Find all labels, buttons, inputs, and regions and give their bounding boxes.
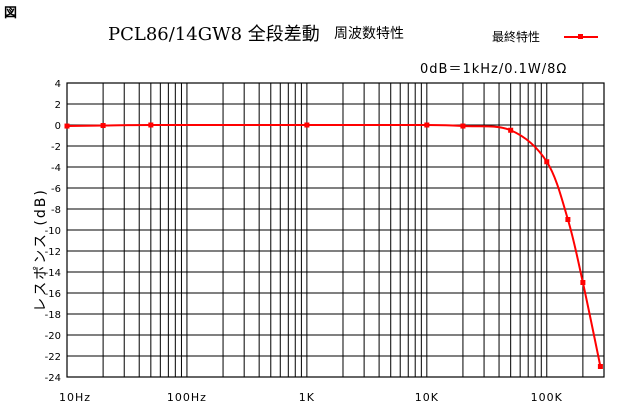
data-point-marker <box>100 123 106 129</box>
grid <box>66 82 605 378</box>
data-point-marker <box>597 364 603 369</box>
y-tick-label: -20 <box>45 331 61 342</box>
data-point-marker <box>64 123 70 129</box>
legend: 最終特性 <box>492 28 598 45</box>
x-tick-label: 100Hz <box>167 391 207 404</box>
x-tick-labels: 10Hz 100Hz 1K 10K 100K <box>59 391 563 404</box>
data-point-marker <box>424 122 430 128</box>
y-tick-label: -8 <box>51 205 61 216</box>
plot-frame <box>66 82 605 378</box>
data-point-marker <box>565 217 571 222</box>
y-tick-label: -14 <box>45 268 61 279</box>
y-tick-label: -6 <box>51 184 61 195</box>
figure-label: 図 <box>4 6 18 21</box>
legend-marker-swatch <box>578 34 583 39</box>
legend-label: 最終特性 <box>492 30 541 44</box>
series-line-final <box>66 123 602 367</box>
x-tick-label: 100K <box>531 391 563 404</box>
x-tick-label: 10Hz <box>59 391 91 404</box>
data-point-marker <box>580 280 586 285</box>
series-layer <box>64 122 603 369</box>
chart-title: PCL86/14GW8 全段差動 <box>108 24 320 45</box>
data-point-marker <box>508 127 514 133</box>
data-point-marker <box>148 122 154 128</box>
data-point-marker <box>544 159 550 165</box>
x-tick-label: 10K <box>415 391 439 404</box>
y-tick-label: 2 <box>55 100 61 111</box>
y-tick-label: 4 <box>55 79 61 90</box>
y-tick-label: 0 <box>55 121 61 132</box>
chart-subtitle: 周波数特性 <box>334 26 404 42</box>
y-tick-label: -2 <box>51 142 61 153</box>
y-tick-label: -16 <box>45 289 61 300</box>
y-tick-label: -4 <box>51 163 61 174</box>
x-tick-label: 1K <box>299 391 315 404</box>
y-tick-label: -12 <box>45 247 61 258</box>
y-tick-label: -22 <box>45 352 61 363</box>
y-tick-label: -24 <box>45 373 61 384</box>
data-point-marker <box>460 123 466 129</box>
y-tick-label: -10 <box>45 226 61 237</box>
y-tick-label: -18 <box>45 310 61 321</box>
data-point-marker <box>304 122 310 128</box>
measurement-condition: 0dB＝1kHz/0.1W/8Ω <box>420 62 568 77</box>
